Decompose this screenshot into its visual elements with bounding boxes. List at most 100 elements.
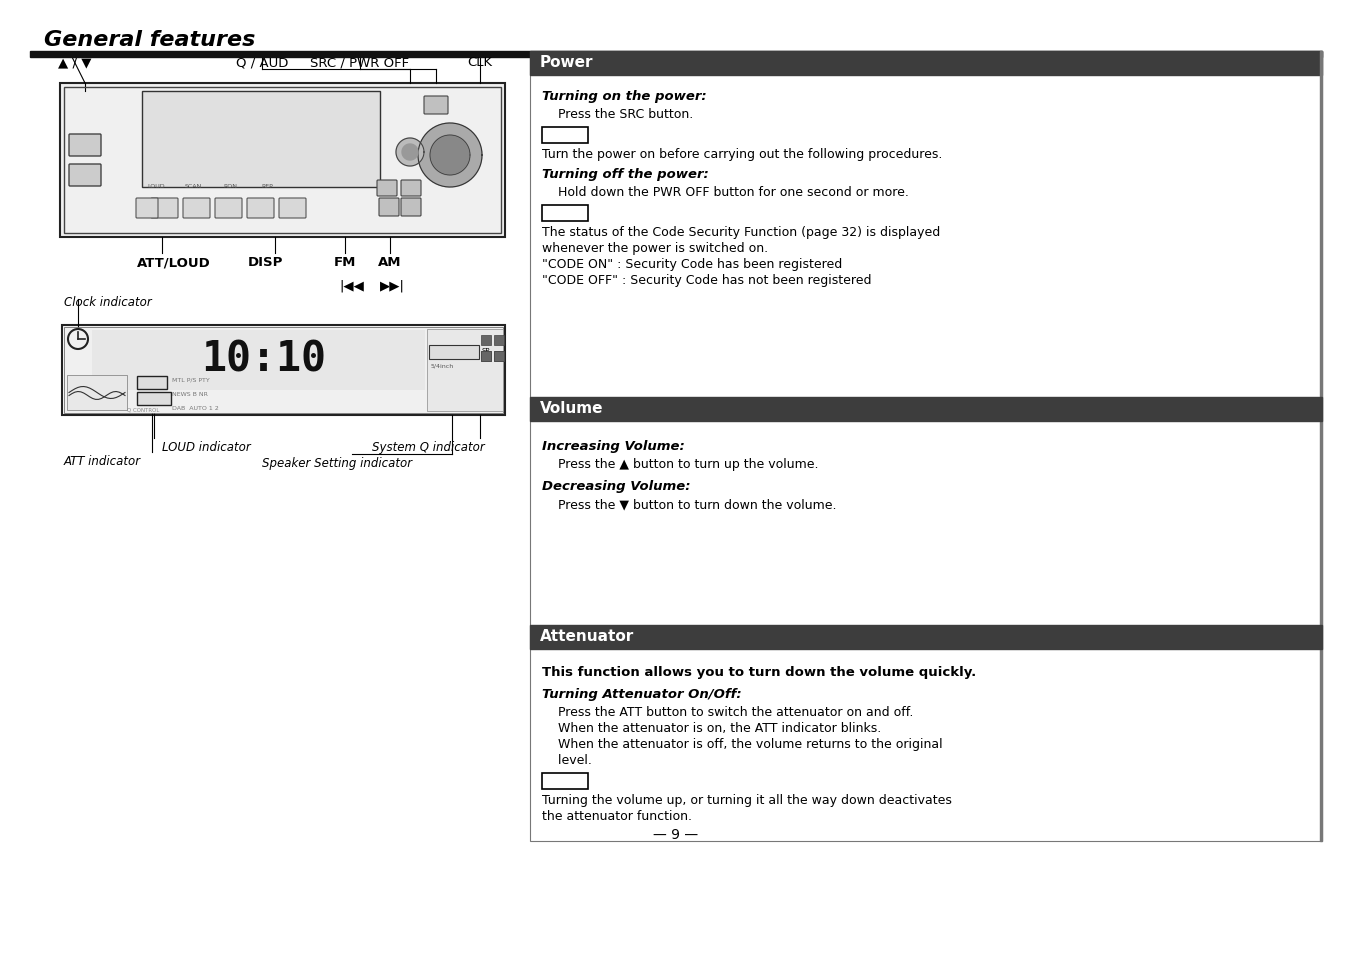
Text: 3: 3 (226, 204, 231, 213)
Bar (493, 335, 504, 346)
Polygon shape (396, 139, 425, 167)
Text: Turning on the power:: Turning on the power: (542, 90, 707, 103)
Text: System Q indicator: System Q indicator (372, 440, 485, 454)
Bar (530, 52, 1322, 76)
FancyBboxPatch shape (137, 199, 158, 219)
Text: Power: Power (539, 55, 594, 70)
Text: ▼: ▼ (81, 171, 89, 181)
Text: Clock indicator: Clock indicator (64, 295, 151, 309)
Text: NOTE: NOTE (550, 129, 580, 139)
Text: Turning the volume up, or turning it all the way down deactivates: Turning the volume up, or turning it all… (542, 793, 952, 806)
Bar (530, 625, 1322, 649)
Circle shape (68, 330, 88, 350)
Text: SP: SP (483, 348, 491, 354)
Text: "CODE ON" : Security Code has been registered: "CODE ON" : Security Code has been regis… (542, 257, 842, 271)
Polygon shape (430, 136, 470, 175)
Bar (137, 393, 170, 406)
Text: ATT/LOUD: ATT/LOUD (137, 255, 211, 269)
Text: 10:10: 10:10 (201, 337, 326, 379)
Text: Hold down the PWR OFF button for one second or more.: Hold down the PWR OFF button for one sec… (542, 186, 909, 199)
Text: Attenuator: Attenuator (539, 628, 634, 643)
Text: ▲ / ▼: ▲ / ▼ (58, 56, 92, 69)
FancyBboxPatch shape (402, 199, 420, 216)
Bar (481, 352, 491, 361)
Text: the attenuator function.: the attenuator function. (542, 809, 692, 822)
Bar (481, 352, 491, 361)
Text: Speaker Setting indicator: Speaker Setting indicator (262, 456, 412, 470)
Text: |◀◀: |◀◀ (339, 280, 364, 293)
Polygon shape (418, 124, 483, 188)
Text: When the attenuator is off, the volume returns to the original: When the attenuator is off, the volume r… (542, 738, 942, 750)
Text: Turning off the power:: Turning off the power: (542, 168, 708, 181)
Text: Turn the power on before carrying out the following procedures.: Turn the power on before carrying out th… (542, 148, 942, 161)
Text: ▲: ▲ (81, 141, 89, 151)
Text: Decreasing Volume:: Decreasing Volume: (542, 479, 691, 493)
Text: CLK: CLK (468, 56, 492, 69)
Text: Volume: Volume (539, 400, 603, 416)
Text: MTL P/S PTY: MTL P/S PTY (172, 377, 210, 382)
Bar (530, 52, 1322, 841)
FancyBboxPatch shape (151, 199, 178, 219)
Bar (92, 331, 425, 391)
Bar (429, 346, 479, 359)
Text: When the attenuator is on, the ATT indicator blinks.: When the attenuator is on, the ATT indic… (542, 721, 882, 734)
FancyBboxPatch shape (183, 199, 210, 219)
Bar (427, 330, 503, 412)
FancyBboxPatch shape (279, 199, 306, 219)
Text: FM: FM (383, 203, 395, 213)
FancyBboxPatch shape (69, 165, 101, 187)
Bar (493, 352, 504, 361)
Text: AM: AM (379, 255, 402, 269)
Text: SCAN: SCAN (185, 184, 203, 189)
Text: General features: General features (45, 30, 256, 50)
Text: ◀◀: ◀◀ (381, 186, 392, 192)
Text: whenever the power is switched on.: whenever the power is switched on. (542, 242, 768, 254)
FancyBboxPatch shape (247, 199, 274, 219)
Bar (64, 328, 503, 414)
FancyBboxPatch shape (425, 97, 448, 115)
Text: 5: 5 (289, 204, 296, 213)
Text: ATT indicator: ATT indicator (64, 455, 141, 468)
Text: 4: 4 (257, 204, 264, 213)
Text: This function allows you to turn down the volume quickly.: This function allows you to turn down th… (542, 665, 976, 679)
Text: RON: RON (223, 184, 237, 189)
Bar (68, 375, 127, 411)
Text: "CODE OFF" : Security Code has not been registered: "CODE OFF" : Security Code has not been … (542, 274, 872, 287)
Text: LOUD: LOUD (147, 184, 165, 189)
Text: LOUD: LOUD (141, 393, 166, 401)
Text: DISP: DISP (247, 255, 283, 269)
Text: 5/4inch: 5/4inch (431, 364, 454, 369)
Text: LOUD indicator: LOUD indicator (162, 440, 250, 454)
Text: ATT: ATT (141, 204, 154, 213)
Bar (62, 326, 506, 416)
Text: FM: FM (334, 255, 356, 269)
Bar (481, 335, 491, 346)
Text: 6X9/6inch: 6X9/6inch (437, 347, 472, 353)
Bar (493, 352, 504, 361)
Bar (542, 773, 588, 789)
Polygon shape (402, 145, 418, 161)
Bar (59, 84, 506, 237)
Text: Turning Attenuator On/Off:: Turning Attenuator On/Off: (542, 687, 742, 700)
Text: The status of the Code Security Function (page 32) is displayed: The status of the Code Security Function… (542, 226, 940, 239)
Text: 2: 2 (193, 204, 200, 213)
Bar (1320, 52, 1322, 841)
Text: NOTE: NOTE (550, 774, 580, 784)
Text: Press the ▲ button to turn up the volume.: Press the ▲ button to turn up the volume… (542, 457, 818, 471)
Text: NOTE: NOTE (550, 207, 580, 216)
Text: 1: 1 (161, 204, 168, 213)
Text: Q / AUD: Q / AUD (235, 56, 288, 69)
Text: NEWS B NR: NEWS B NR (172, 392, 208, 396)
Text: DAB  AUTO 1 2: DAB AUTO 1 2 (172, 406, 219, 411)
Text: ATT: ATT (143, 376, 161, 386)
Bar (64, 88, 502, 233)
Bar (142, 91, 380, 188)
Text: SRC: SRC (429, 101, 443, 111)
Text: Increasing Volume:: Increasing Volume: (542, 439, 684, 453)
Text: ▶▶: ▶▶ (406, 186, 416, 192)
Text: AM: AM (404, 203, 418, 213)
Text: ▶▶|: ▶▶| (380, 280, 404, 293)
Text: Press the SRC button.: Press the SRC button. (542, 108, 694, 121)
Bar (137, 376, 168, 390)
Bar (542, 206, 588, 222)
